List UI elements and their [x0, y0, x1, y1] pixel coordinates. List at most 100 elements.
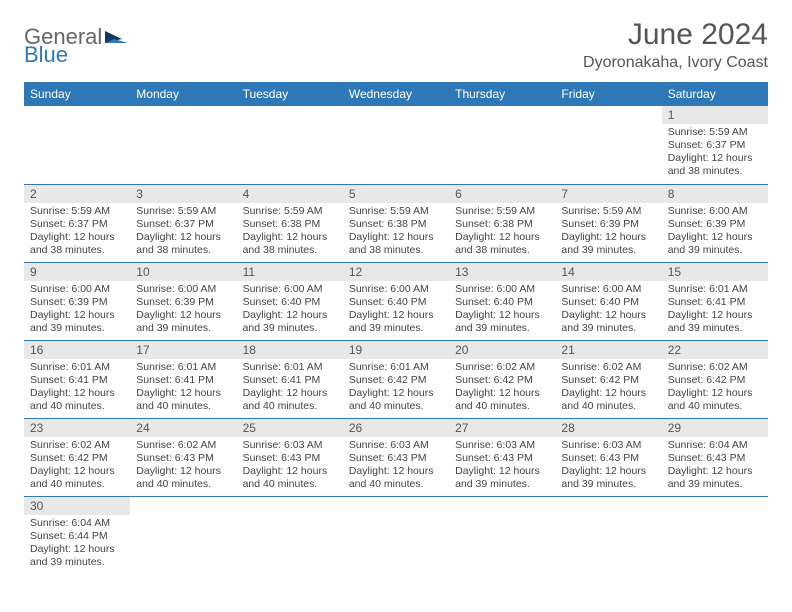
day-data: Sunrise: 6:03 AMSunset: 6:43 PMDaylight:…	[449, 437, 555, 496]
day-data: Sunrise: 6:00 AMSunset: 6:39 PMDaylight:…	[662, 203, 768, 262]
day-line: Sunrise: 5:59 AM	[30, 205, 124, 218]
day-line: Sunset: 6:37 PM	[136, 218, 230, 231]
day-line: Daylight: 12 hours	[668, 387, 762, 400]
day-line: Sunrise: 5:59 AM	[349, 205, 443, 218]
calendar-cell: 12Sunrise: 6:00 AMSunset: 6:40 PMDayligh…	[343, 262, 449, 340]
day-line: and 40 minutes.	[136, 478, 230, 491]
day-data: Sunrise: 5:59 AMSunset: 6:37 PMDaylight:…	[24, 203, 130, 262]
day-line: and 39 minutes.	[30, 556, 124, 569]
day-line: Sunset: 6:41 PM	[668, 296, 762, 309]
day-number: 20	[449, 341, 555, 359]
day-line: and 39 minutes.	[455, 478, 549, 491]
day-line: and 39 minutes.	[561, 478, 655, 491]
day-line: and 39 minutes.	[668, 478, 762, 491]
day-line: Daylight: 12 hours	[136, 465, 230, 478]
day-number: 10	[130, 263, 236, 281]
day-line: Sunset: 6:43 PM	[455, 452, 549, 465]
day-line: Sunrise: 6:00 AM	[243, 283, 337, 296]
day-line: Sunrise: 5:59 AM	[243, 205, 337, 218]
day-data: Sunrise: 6:01 AMSunset: 6:42 PMDaylight:…	[343, 359, 449, 418]
day-line: Sunset: 6:42 PM	[455, 374, 549, 387]
day-line: Daylight: 12 hours	[136, 387, 230, 400]
calendar-cell: 22Sunrise: 6:02 AMSunset: 6:42 PMDayligh…	[662, 340, 768, 418]
day-line: Daylight: 12 hours	[668, 309, 762, 322]
day-data: Sunrise: 6:03 AMSunset: 6:43 PMDaylight:…	[555, 437, 661, 496]
day-line: Daylight: 12 hours	[30, 465, 124, 478]
day-number: 23	[24, 419, 130, 437]
day-line: and 40 minutes.	[561, 400, 655, 413]
day-line: Sunset: 6:39 PM	[668, 218, 762, 231]
day-number: 8	[662, 185, 768, 203]
day-line: Daylight: 12 hours	[30, 309, 124, 322]
day-number: 5	[343, 185, 449, 203]
day-line: and 40 minutes.	[668, 400, 762, 413]
day-line: Sunrise: 6:00 AM	[30, 283, 124, 296]
day-number: 21	[555, 341, 661, 359]
day-line: Sunset: 6:39 PM	[136, 296, 230, 309]
day-number: 30	[24, 497, 130, 515]
day-line: Sunset: 6:43 PM	[349, 452, 443, 465]
calendar-cell: 17Sunrise: 6:01 AMSunset: 6:41 PMDayligh…	[130, 340, 236, 418]
day-number: 27	[449, 419, 555, 437]
calendar-cell: 24Sunrise: 6:02 AMSunset: 6:43 PMDayligh…	[130, 418, 236, 496]
day-line: Sunset: 6:41 PM	[30, 374, 124, 387]
calendar-cell: 19Sunrise: 6:01 AMSunset: 6:42 PMDayligh…	[343, 340, 449, 418]
day-number: 28	[555, 419, 661, 437]
weekday-header: Thursday	[449, 82, 555, 106]
calendar-cell: 28Sunrise: 6:03 AMSunset: 6:43 PMDayligh…	[555, 418, 661, 496]
day-line: and 39 minutes.	[136, 322, 230, 335]
calendar-cell	[237, 496, 343, 574]
calendar-row: 23Sunrise: 6:02 AMSunset: 6:42 PMDayligh…	[24, 418, 768, 496]
day-number: 13	[449, 263, 555, 281]
day-line: Daylight: 12 hours	[455, 387, 549, 400]
day-line: Sunrise: 6:01 AM	[30, 361, 124, 374]
day-data: Sunrise: 5:59 AMSunset: 6:38 PMDaylight:…	[343, 203, 449, 262]
day-line: and 39 minutes.	[349, 322, 443, 335]
day-line: Sunrise: 6:00 AM	[136, 283, 230, 296]
day-data: Sunrise: 5:59 AMSunset: 6:38 PMDaylight:…	[449, 203, 555, 262]
day-line: Sunrise: 6:01 AM	[668, 283, 762, 296]
day-line: Sunrise: 6:03 AM	[349, 439, 443, 452]
day-line: Sunset: 6:41 PM	[243, 374, 337, 387]
day-line: Sunrise: 6:01 AM	[243, 361, 337, 374]
day-data: Sunrise: 6:00 AMSunset: 6:40 PMDaylight:…	[555, 281, 661, 340]
day-line: Daylight: 12 hours	[136, 309, 230, 322]
day-line: Sunrise: 6:02 AM	[668, 361, 762, 374]
calendar-cell: 3Sunrise: 5:59 AMSunset: 6:37 PMDaylight…	[130, 184, 236, 262]
day-line: Sunrise: 6:03 AM	[455, 439, 549, 452]
calendar-cell: 29Sunrise: 6:04 AMSunset: 6:43 PMDayligh…	[662, 418, 768, 496]
day-number: 2	[24, 185, 130, 203]
day-line: Sunrise: 6:01 AM	[349, 361, 443, 374]
calendar-cell: 13Sunrise: 6:00 AMSunset: 6:40 PMDayligh…	[449, 262, 555, 340]
day-data: Sunrise: 5:59 AMSunset: 6:37 PMDaylight:…	[130, 203, 236, 262]
calendar-cell: 9Sunrise: 6:00 AMSunset: 6:39 PMDaylight…	[24, 262, 130, 340]
day-data: Sunrise: 6:02 AMSunset: 6:42 PMDaylight:…	[662, 359, 768, 418]
day-line: and 38 minutes.	[243, 244, 337, 257]
day-line: and 39 minutes.	[561, 322, 655, 335]
day-line: Sunrise: 6:04 AM	[668, 439, 762, 452]
day-data: Sunrise: 6:00 AMSunset: 6:39 PMDaylight:…	[130, 281, 236, 340]
day-data: Sunrise: 6:03 AMSunset: 6:43 PMDaylight:…	[237, 437, 343, 496]
day-line: and 38 minutes.	[455, 244, 549, 257]
day-number: 25	[237, 419, 343, 437]
day-line: Sunrise: 5:59 AM	[561, 205, 655, 218]
day-number: 6	[449, 185, 555, 203]
day-line: and 40 minutes.	[30, 400, 124, 413]
calendar-cell: 20Sunrise: 6:02 AMSunset: 6:42 PMDayligh…	[449, 340, 555, 418]
day-line: Sunrise: 6:01 AM	[136, 361, 230, 374]
calendar-cell: 21Sunrise: 6:02 AMSunset: 6:42 PMDayligh…	[555, 340, 661, 418]
day-line: and 40 minutes.	[349, 478, 443, 491]
calendar-row: 30Sunrise: 6:04 AMSunset: 6:44 PMDayligh…	[24, 496, 768, 574]
calendar-row: 2Sunrise: 5:59 AMSunset: 6:37 PMDaylight…	[24, 184, 768, 262]
calendar-cell: 10Sunrise: 6:00 AMSunset: 6:39 PMDayligh…	[130, 262, 236, 340]
calendar-cell: 1Sunrise: 5:59 AMSunset: 6:37 PMDaylight…	[662, 106, 768, 184]
calendar-cell	[130, 496, 236, 574]
day-line: and 38 minutes.	[349, 244, 443, 257]
day-number: 15	[662, 263, 768, 281]
day-line: and 39 minutes.	[668, 244, 762, 257]
day-line: and 40 minutes.	[349, 400, 443, 413]
day-line: and 39 minutes.	[561, 244, 655, 257]
calendar-cell	[24, 106, 130, 184]
day-line: Sunrise: 5:59 AM	[136, 205, 230, 218]
day-line: Daylight: 12 hours	[349, 465, 443, 478]
